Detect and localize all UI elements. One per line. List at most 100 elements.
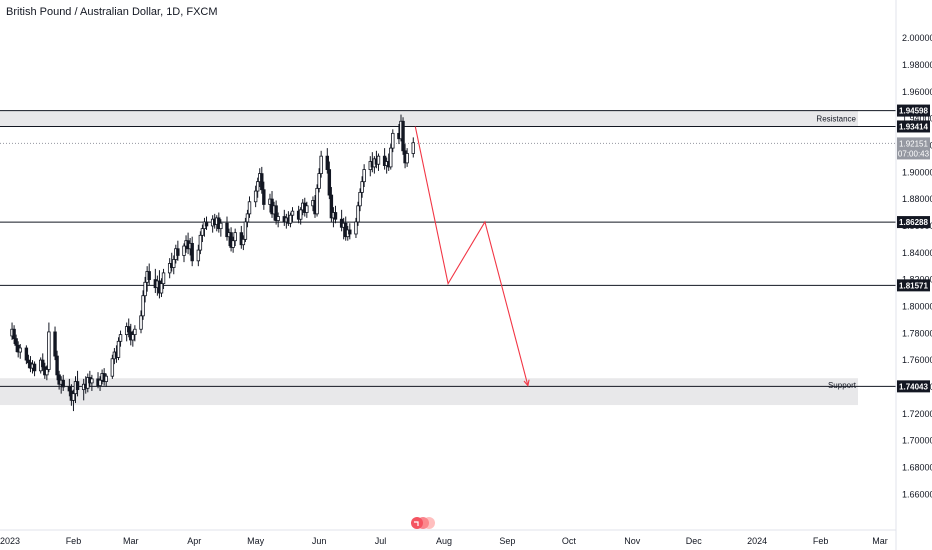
candle[interactable] — [239, 225, 244, 249]
candle[interactable] — [147, 263, 151, 285]
candle[interactable] — [405, 148, 409, 167]
candle[interactable] — [41, 353, 45, 371]
candle[interactable] — [167, 258, 172, 279]
candle[interactable] — [329, 187, 334, 222]
candle[interactable] — [219, 219, 223, 237]
projection-arrowhead — [523, 379, 530, 387]
candle[interactable] — [172, 255, 176, 275]
candle[interactable] — [401, 117, 405, 155]
candle[interactable] — [47, 322, 51, 373]
candle[interactable] — [141, 290, 145, 320]
candle[interactable] — [182, 243, 186, 263]
svg-text:1.93414: 1.93414 — [899, 122, 928, 131]
candle[interactable] — [325, 148, 329, 174]
tradingview-logo-icon[interactable] — [411, 517, 435, 529]
candle[interactable] — [391, 129, 395, 153]
candle[interactable] — [243, 217, 248, 243]
candle[interactable] — [104, 373, 108, 387]
zone-resistance[interactable] — [0, 110, 858, 127]
time-axis[interactable]: 2023 Feb Mar Apr May Jun Jul Aug Sep Oct Nov Dec 202… — [0, 529, 896, 546]
candle[interactable] — [262, 181, 266, 210]
candle[interactable] — [98, 376, 102, 391]
candle[interactable] — [360, 176, 364, 198]
candle[interactable] — [290, 207, 295, 222]
candle[interactable] — [196, 244, 201, 267]
candle[interactable] — [118, 330, 123, 347]
candle[interactable] — [333, 205, 338, 224]
x-tick-label: Mar — [872, 536, 888, 546]
candle[interactable] — [358, 188, 362, 212]
candle[interactable] — [45, 365, 49, 381]
candle[interactable] — [362, 164, 366, 188]
candle[interactable] — [71, 389, 76, 412]
candle[interactable] — [245, 209, 250, 228]
level-badge: 1.81571 — [897, 279, 930, 292]
candle[interactable] — [298, 207, 303, 225]
x-tick-label: Nov — [624, 536, 641, 546]
candle[interactable] — [276, 212, 280, 228]
candle[interactable] — [260, 166, 264, 194]
candle[interactable] — [61, 374, 65, 391]
candle[interactable] — [18, 344, 22, 359]
candle[interactable] — [288, 212, 293, 228]
projection-path[interactable] — [414, 126, 529, 386]
candle[interactable] — [348, 223, 352, 240]
candle[interactable] — [24, 345, 29, 365]
candle[interactable] — [204, 216, 209, 230]
candle[interactable] — [143, 276, 147, 303]
zone-label-support: Support — [828, 381, 857, 390]
candle[interactable] — [133, 325, 137, 342]
candle[interactable] — [233, 228, 237, 247]
candle[interactable] — [131, 330, 135, 347]
candle[interactable] — [253, 185, 258, 208]
level-badge: 1.93414 — [897, 120, 930, 133]
candle[interactable] — [190, 236, 194, 267]
candle[interactable] — [247, 196, 252, 218]
candle[interactable] — [198, 231, 203, 255]
y-tick-label: 1.66000 — [902, 489, 932, 499]
candle[interactable] — [53, 326, 57, 361]
candle[interactable] — [382, 148, 387, 170]
price-axis[interactable]: 2.000001.980001.960001.940001.920001.900… — [895, 0, 932, 550]
candle[interactable] — [354, 217, 358, 239]
candle[interactable] — [32, 361, 37, 377]
candle[interactable] — [159, 278, 164, 298]
candle[interactable] — [241, 235, 246, 251]
candle[interactable] — [327, 161, 332, 200]
candle[interactable] — [90, 374, 94, 391]
candle[interactable] — [305, 201, 309, 218]
candle[interactable] — [255, 177, 260, 198]
candle[interactable] — [139, 310, 143, 334]
candle[interactable] — [200, 224, 205, 243]
candle[interactable] — [229, 227, 233, 252]
candle[interactable] — [14, 334, 18, 353]
candle[interactable] — [315, 184, 319, 217]
candle[interactable] — [110, 354, 115, 379]
candle[interactable] — [176, 240, 180, 261]
candle[interactable] — [376, 153, 381, 171]
candle[interactable] — [389, 144, 393, 170]
candle[interactable] — [12, 325, 16, 344]
candle[interactable] — [274, 200, 278, 225]
zone-label-resistance: Resistance — [816, 115, 856, 124]
zone-support[interactable] — [0, 378, 858, 406]
candle[interactable] — [55, 350, 59, 381]
candle[interactable] — [161, 268, 166, 289]
candle[interactable] — [67, 378, 72, 397]
candle[interactable] — [339, 209, 344, 232]
candle[interactable] — [317, 168, 321, 193]
candle[interactable] — [356, 201, 360, 226]
candle[interactable] — [116, 337, 121, 361]
candle[interactable] — [57, 370, 61, 390]
zones-layer: Resistance Support — [0, 110, 858, 406]
candle[interactable] — [127, 318, 131, 338]
candle[interactable] — [411, 137, 415, 158]
candle[interactable] — [217, 212, 221, 233]
candle[interactable] — [26, 354, 31, 369]
candle[interactable] — [344, 216, 348, 241]
candle[interactable] — [319, 150, 323, 178]
candle[interactable] — [75, 370, 80, 397]
candle[interactable] — [225, 216, 229, 241]
candle[interactable] — [231, 236, 235, 253]
